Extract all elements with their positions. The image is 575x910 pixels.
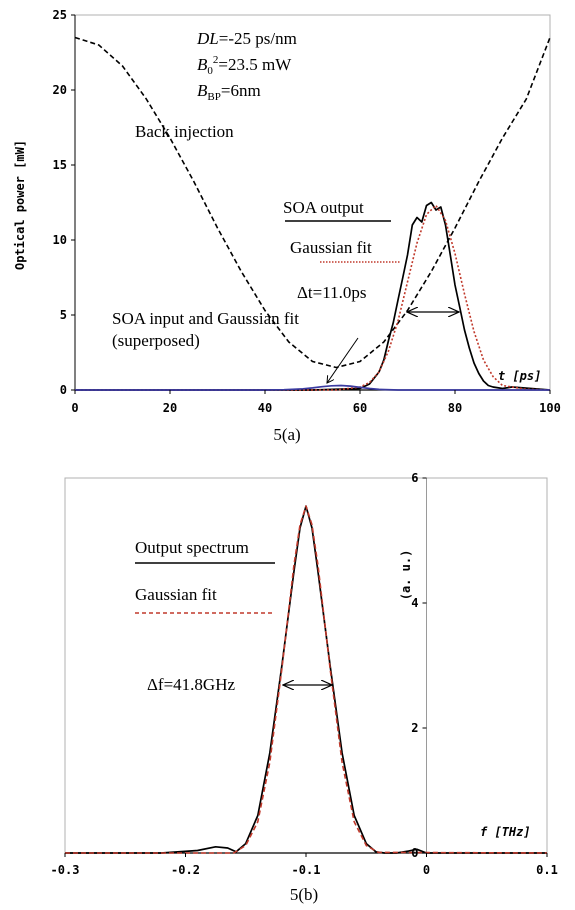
soa-input-pointer-arrow [327, 337, 359, 383]
series-group-5a [74, 36, 551, 391]
series-group-5b [65, 505, 548, 854]
param-bbp: BBP=6nm [197, 81, 261, 103]
x-tick-label: -0.1 [292, 863, 321, 877]
y-tick-label: 10 [53, 233, 67, 247]
caption-5a: 5(a) [273, 425, 300, 444]
y-tick-label: 0 [411, 846, 418, 860]
label-output-spectrum: Output spectrum [135, 538, 249, 557]
label-gaussian-fit-5a: Gaussian fit [290, 238, 372, 257]
series-gaussian-fit [65, 505, 548, 854]
y-tick-label: 4 [411, 596, 418, 610]
param-dl: DL=-25 ps/nm [196, 29, 297, 48]
y-axis-label-5a: Optical power [mW] [13, 140, 27, 270]
x-tick-label: 0 [423, 863, 430, 877]
y-tick-label: 25 [53, 8, 67, 22]
ticks-5b: -0.3 -0.2 -0.1 0 0.1 0 2 4 6 [51, 471, 558, 877]
x-tick-label: 80 [448, 401, 462, 415]
chart-5b: -0.3 -0.2 -0.1 0 0.1 0 2 4 6 (a. u.) f [THz] Out… [51, 471, 558, 904]
label-gaussian-fit-5b: Gaussian fit [135, 585, 217, 604]
label-soa-output: SOA output [283, 198, 364, 217]
label-delta-f: Δf=41.8GHz [147, 675, 235, 694]
x-tick-label: 100 [539, 401, 561, 415]
chart-5a: 0 20 40 60 80 100 0 5 10 15 20 25 Optical power [mW… [13, 8, 561, 444]
y-tick-label: 20 [53, 83, 67, 97]
series-gaussian-fit [75, 204, 551, 391]
label-back-injection: Back injection [135, 122, 234, 141]
x-axis-label-5b: f [THz] [480, 825, 531, 839]
y-tick-label: 2 [411, 721, 418, 735]
x-axis-label-5a: t [ps] [498, 369, 541, 383]
plot-area-5b [64, 477, 548, 854]
ticks-5a: 0 20 40 60 80 100 0 5 10 15 20 25 [53, 8, 561, 415]
series-soa-output [75, 201, 551, 391]
y-tick-label: 0 [60, 383, 67, 397]
x-tick-label: 0 [71, 401, 78, 415]
plot-area-5a [74, 14, 551, 391]
x-tick-label: 60 [353, 401, 367, 415]
series-back-injection [74, 36, 551, 369]
series-soa-input-and-gaussian-fit [75, 384, 550, 391]
y-tick-label: 5 [60, 308, 67, 322]
y-tick-label: 6 [411, 471, 418, 485]
label-soa-input-2: (superposed) [112, 331, 200, 350]
param-b0: B02=23.5 mW [197, 54, 292, 77]
x-tick-label: 20 [163, 401, 177, 415]
y-tick-label: 15 [53, 158, 67, 172]
x-tick-label: 0.1 [536, 863, 558, 877]
caption-5b: 5(b) [290, 885, 318, 904]
x-tick-label: -0.2 [171, 863, 200, 877]
x-tick-label: 40 [258, 401, 272, 415]
y-axis-label-5b: (a. u.) [399, 550, 413, 601]
label-soa-input-1: SOA input and Gaussian fit [112, 309, 299, 328]
x-tick-label: -0.3 [51, 863, 80, 877]
label-delta-t: Δt=11.0ps [297, 283, 366, 302]
